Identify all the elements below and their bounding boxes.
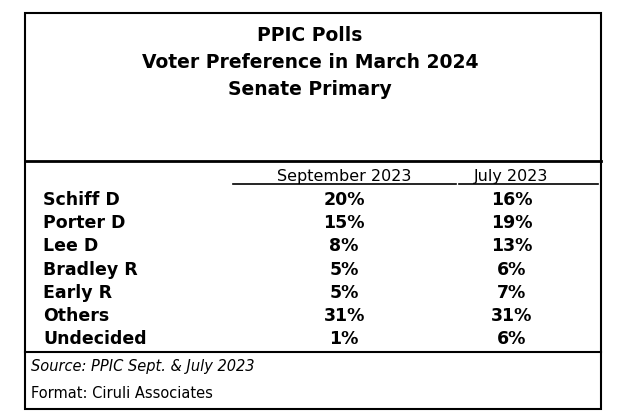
Text: 19%: 19% [491, 214, 532, 232]
Text: 31%: 31% [324, 307, 365, 325]
Text: Early R: Early R [43, 284, 112, 302]
Text: 1%: 1% [329, 330, 359, 348]
Text: Senate Primary: Senate Primary [228, 80, 392, 99]
Text: Porter D: Porter D [43, 214, 126, 232]
Text: 5%: 5% [329, 284, 359, 302]
Text: Lee D: Lee D [43, 238, 99, 256]
Text: 20%: 20% [324, 191, 365, 209]
Text: Undecided: Undecided [43, 330, 147, 348]
Text: 5%: 5% [329, 261, 359, 279]
Text: Bradley R: Bradley R [43, 261, 138, 279]
Text: Source: PPIC Sept. & July 2023: Source: PPIC Sept. & July 2023 [31, 359, 254, 374]
Text: 16%: 16% [491, 191, 532, 209]
Text: 6%: 6% [497, 330, 526, 348]
Text: 31%: 31% [491, 307, 532, 325]
Text: Schiff D: Schiff D [43, 191, 120, 209]
Text: September 2023: September 2023 [277, 169, 411, 184]
Text: Voter Preference in March 2024: Voter Preference in March 2024 [142, 53, 478, 72]
Text: Others: Others [43, 307, 110, 325]
Text: 15%: 15% [324, 214, 365, 232]
Text: 6%: 6% [497, 261, 526, 279]
Text: 13%: 13% [491, 238, 532, 256]
Text: PPIC Polls: PPIC Polls [257, 26, 363, 45]
Text: 7%: 7% [497, 284, 526, 302]
Text: 8%: 8% [329, 238, 359, 256]
Text: Format: Ciruli Associates: Format: Ciruli Associates [31, 386, 213, 401]
Text: July 2023: July 2023 [474, 169, 549, 184]
